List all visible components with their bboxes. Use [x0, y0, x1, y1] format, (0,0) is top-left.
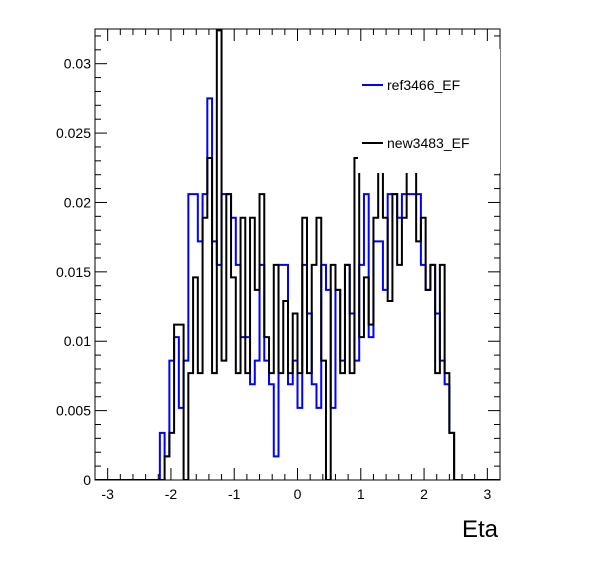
x-tick-label: -2 — [165, 486, 178, 502]
plot-area — [95, 29, 500, 480]
y-tick-label: 0.02 — [64, 194, 91, 210]
x-tick-label: -1 — [228, 486, 241, 502]
y-tick-label: 0.005 — [56, 403, 91, 419]
y-tick-label: 0.01 — [64, 333, 91, 349]
legend-box — [358, 49, 500, 173]
legend-label-new3483_EF: new3483_EF — [387, 135, 470, 151]
x-tick-label: 0 — [294, 486, 302, 502]
y-tick-label: 0.025 — [56, 125, 91, 141]
x-axis-label: Eta — [462, 516, 499, 543]
y-tick-label: 0.015 — [56, 264, 91, 280]
series-line-new3483_EF — [95, 29, 500, 480]
legend: ref3466_EF new3483_EF — [358, 49, 500, 173]
x-tick-label: 1 — [357, 486, 365, 502]
x-tick-label: 3 — [483, 486, 491, 502]
y-tick-label: 0 — [83, 472, 91, 488]
x-tick-label: -3 — [101, 486, 114, 502]
legend-label-ref3466_EF: ref3466_EF — [387, 77, 460, 93]
y-tick-label: 0.03 — [64, 56, 91, 72]
x-tick-label: 2 — [420, 486, 428, 502]
